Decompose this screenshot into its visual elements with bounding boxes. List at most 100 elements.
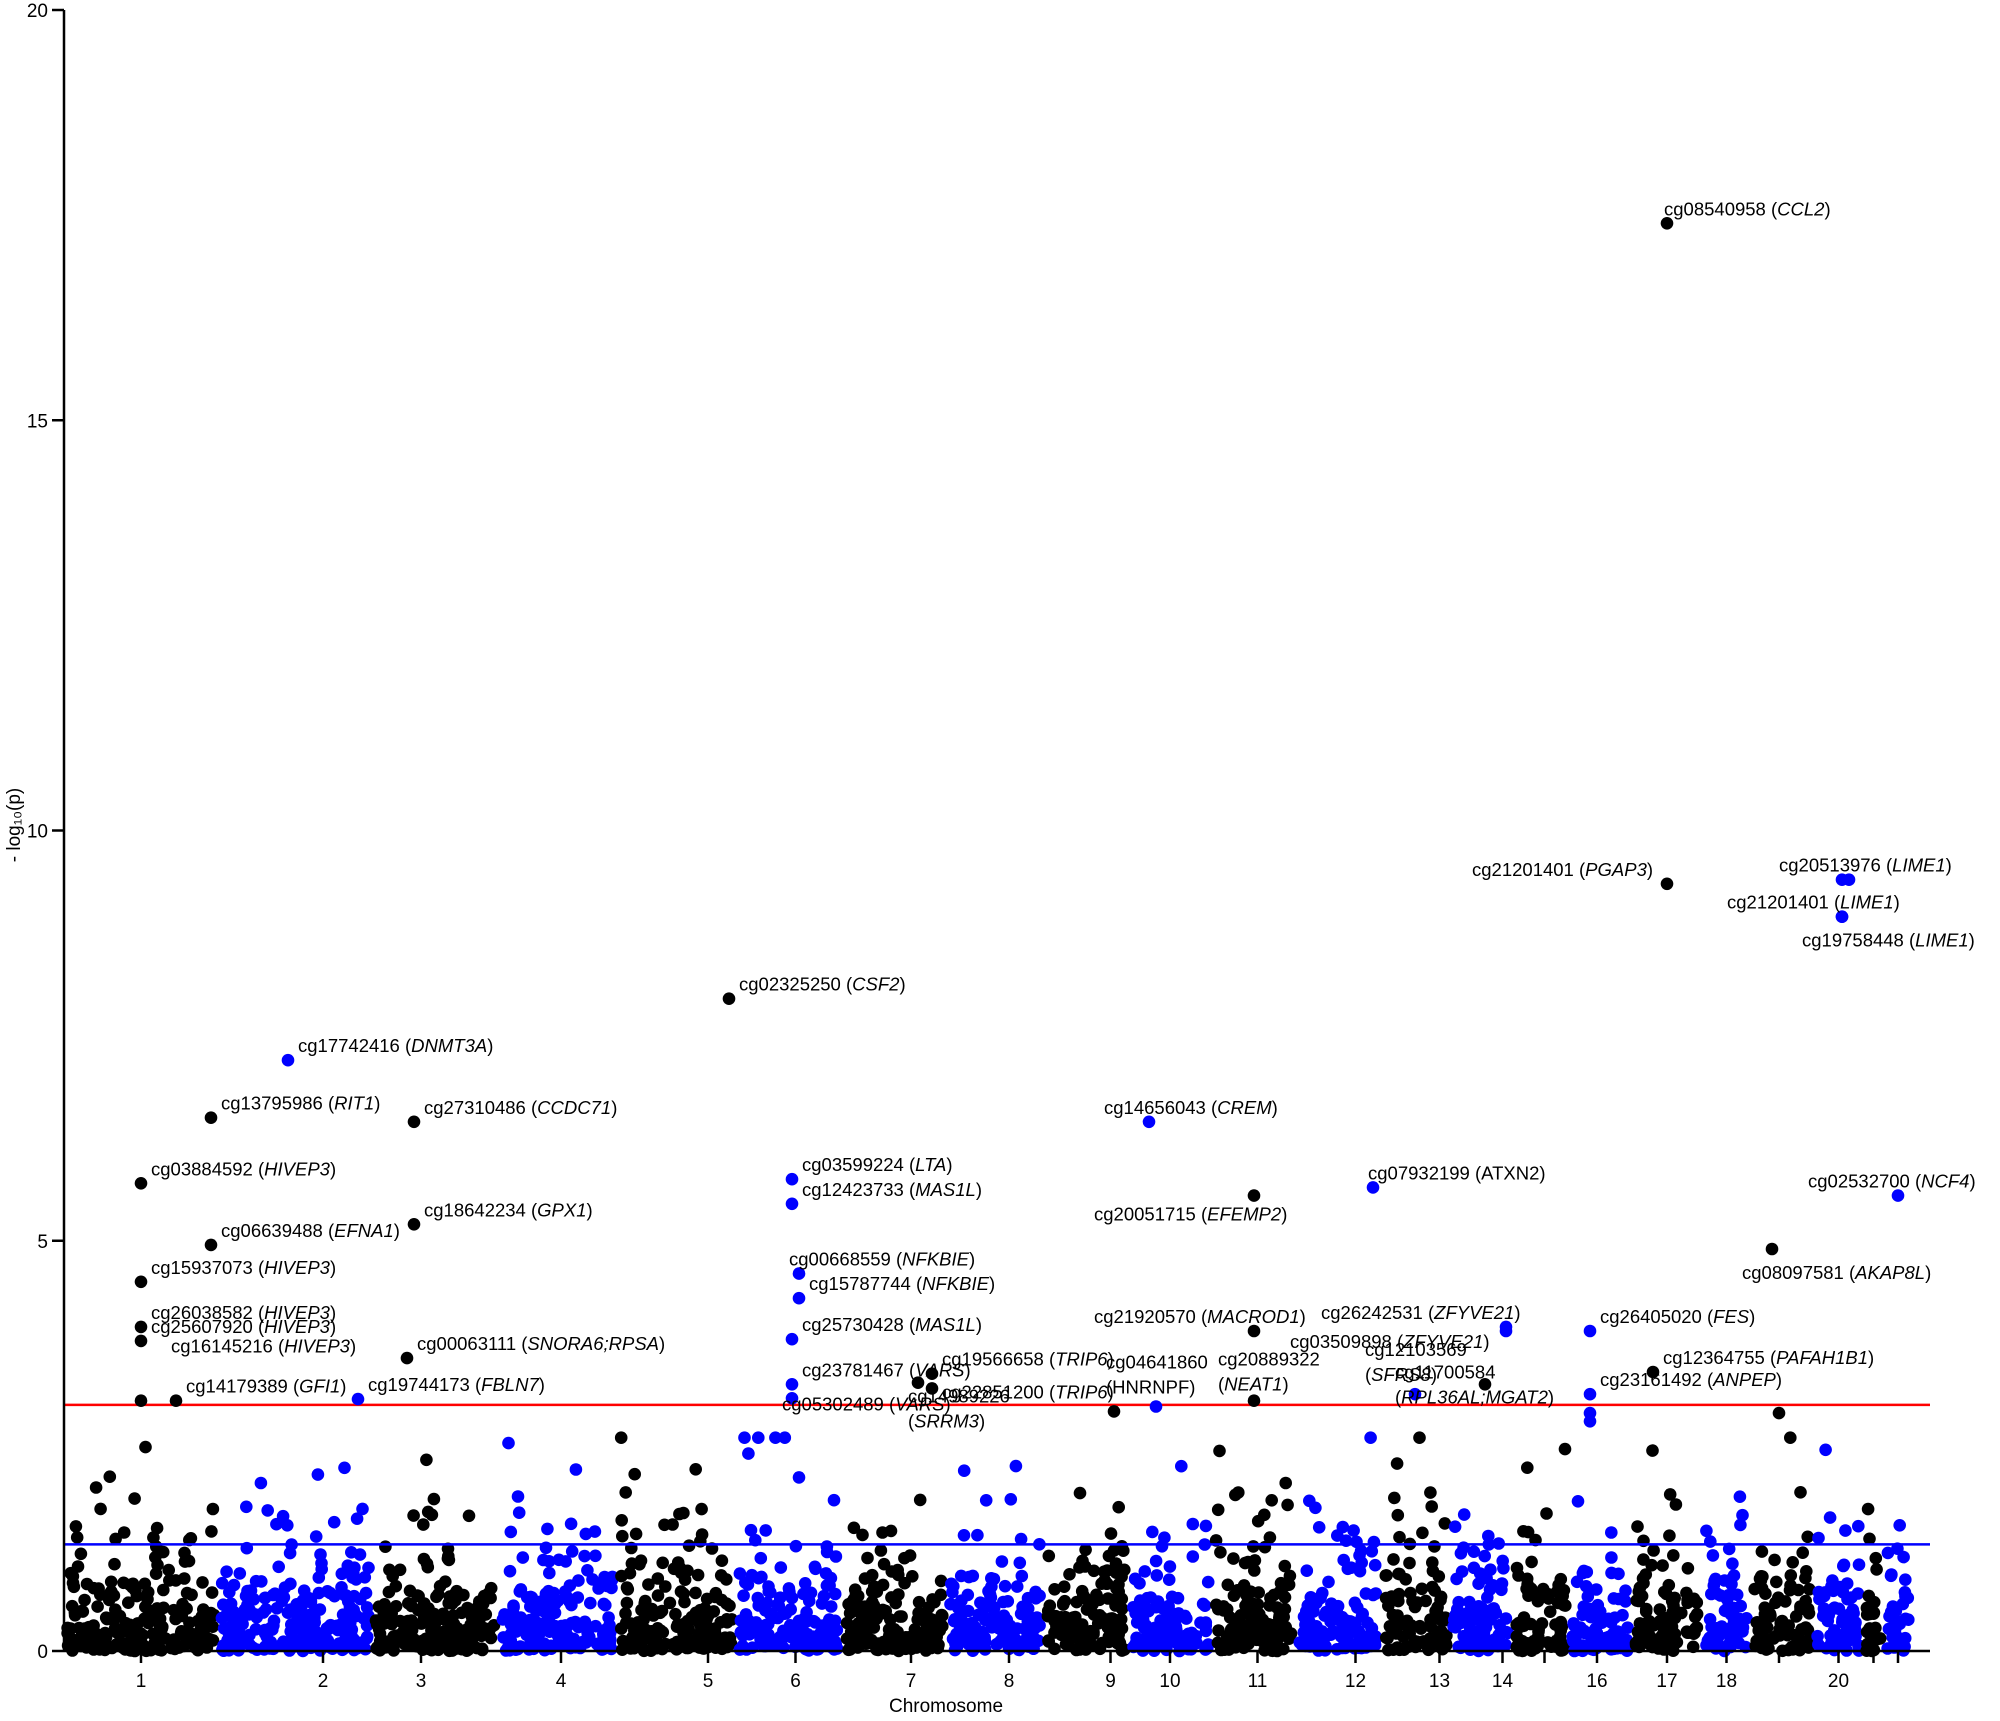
snp-point-cg27310486 bbox=[407, 1115, 421, 1129]
bg-point bbox=[197, 1603, 210, 1616]
bg-point bbox=[961, 1588, 975, 1602]
annotation-label: cg21920570 (MACROD1) bbox=[1094, 1306, 1306, 1327]
bg-point bbox=[1334, 1627, 1348, 1641]
threshold-lines bbox=[64, 1403, 1930, 1546]
bg-point bbox=[573, 1641, 587, 1655]
bg-point bbox=[450, 1584, 464, 1598]
bg-point bbox=[962, 1604, 975, 1618]
bg-point bbox=[1768, 1553, 1781, 1567]
bg-point bbox=[1803, 1583, 1816, 1596]
annotation-label: cg14656043 (CREM) bbox=[1104, 1097, 1278, 1118]
annotation-label: cg12423733 (MAS1L) bbox=[802, 1179, 982, 1200]
bg-point bbox=[708, 1590, 722, 1604]
x-tick-label: 6 bbox=[790, 1671, 801, 1692]
bg-point bbox=[1590, 1583, 1603, 1596]
bg-point bbox=[819, 1567, 833, 1580]
bg-point bbox=[565, 1545, 579, 1558]
snp-point-cg12423733 bbox=[785, 1197, 799, 1211]
bg-point bbox=[338, 1461, 351, 1475]
snp-point-cg21201401 bbox=[1660, 877, 1674, 891]
x-axis: 1 2 3 4 5 6 7 8 9 10 11 12 13 14 16 17 18 20 bbox=[64, 1649, 1930, 1692]
bg-point bbox=[1281, 1498, 1294, 1512]
bg-point bbox=[1330, 1606, 1344, 1620]
bg-point bbox=[66, 1576, 80, 1590]
bg-point bbox=[297, 1584, 311, 1597]
bg-point bbox=[656, 1556, 669, 1570]
bg-point bbox=[682, 1539, 696, 1552]
bg-point bbox=[1004, 1493, 1018, 1506]
bg-point bbox=[1210, 1598, 1223, 1612]
bg-point bbox=[543, 1615, 556, 1629]
bg-point bbox=[1027, 1642, 1040, 1655]
bg-point bbox=[934, 1574, 948, 1588]
bg-point bbox=[984, 1591, 998, 1604]
bg-point bbox=[1837, 1559, 1850, 1573]
snp-point-cg03599224 bbox=[785, 1172, 799, 1186]
bg-point bbox=[599, 1574, 612, 1588]
bg-point bbox=[70, 1531, 84, 1544]
bg-point bbox=[694, 1535, 707, 1548]
annotation-label: cg08540958 (CCL2) bbox=[1664, 198, 1831, 219]
bg-point bbox=[1700, 1524, 1713, 1538]
bg-point bbox=[402, 1597, 415, 1610]
bg-point bbox=[628, 1467, 641, 1481]
bg-point bbox=[1835, 1630, 1848, 1644]
bg-point bbox=[752, 1599, 765, 1612]
bg-point bbox=[1100, 1564, 1114, 1577]
bg-point bbox=[1667, 1594, 1680, 1608]
bg-point bbox=[863, 1621, 876, 1635]
bg-point bbox=[356, 1502, 369, 1516]
bg-point bbox=[987, 1601, 1001, 1614]
x-tick-label: 17 bbox=[1656, 1671, 1677, 1692]
bg-point bbox=[995, 1555, 1009, 1568]
bg-point bbox=[647, 1609, 660, 1622]
bg-point bbox=[997, 1621, 1011, 1635]
annotation-label: cg22851200 (TRIP6) bbox=[942, 1381, 1114, 1402]
bg-point bbox=[1278, 1591, 1292, 1604]
bg-point bbox=[420, 1453, 433, 1467]
bg-point bbox=[1621, 1621, 1634, 1634]
bg-point bbox=[87, 1581, 101, 1595]
snp-point-cg21920570 bbox=[1247, 1324, 1261, 1338]
bg-point bbox=[741, 1578, 755, 1591]
annotation-label: cg14179389 (GFI1) bbox=[186, 1376, 346, 1397]
bg-point bbox=[1138, 1565, 1152, 1578]
bg-point bbox=[1494, 1637, 1507, 1651]
bg-point bbox=[620, 1616, 633, 1629]
bg-point bbox=[421, 1560, 435, 1574]
bg-point bbox=[789, 1622, 802, 1636]
bg-point bbox=[840, 1616, 854, 1630]
bg-point bbox=[638, 1594, 652, 1608]
y-axis: 0 5 10 15 20 bbox=[27, 1, 66, 1663]
bg-point bbox=[1163, 1560, 1177, 1573]
bg-point bbox=[1812, 1638, 1825, 1651]
bg-point bbox=[1517, 1525, 1530, 1538]
bg-point bbox=[1870, 1563, 1883, 1576]
bg-point bbox=[1690, 1607, 1704, 1621]
bg-point bbox=[1155, 1540, 1169, 1553]
bg-point bbox=[259, 1603, 273, 1616]
bg-point bbox=[797, 1587, 810, 1601]
bg-point bbox=[997, 1595, 1010, 1609]
bg-point bbox=[195, 1640, 208, 1653]
snp-point-unlabeled bbox=[1772, 1406, 1786, 1420]
bg-point bbox=[1262, 1618, 1276, 1631]
highlighted-points-layer bbox=[134, 217, 1905, 1428]
bg-point bbox=[1341, 1639, 1354, 1652]
bg-point bbox=[1706, 1549, 1720, 1562]
bg-point bbox=[651, 1572, 665, 1585]
bg-point bbox=[241, 1584, 254, 1598]
bg-point bbox=[1540, 1507, 1553, 1520]
bg-point bbox=[861, 1551, 874, 1565]
bg-point bbox=[462, 1509, 476, 1523]
bg-point bbox=[370, 1642, 384, 1655]
bg-point bbox=[543, 1566, 556, 1580]
bg-point bbox=[1102, 1635, 1116, 1649]
bg-point bbox=[267, 1614, 281, 1628]
bg-point bbox=[1567, 1617, 1580, 1630]
annotation-label: cg25607920 (HIVEP3) bbox=[151, 1316, 336, 1337]
bg-point bbox=[769, 1431, 782, 1444]
bg-point bbox=[1087, 1564, 1101, 1578]
bg-point bbox=[742, 1447, 755, 1460]
bg-point bbox=[341, 1559, 355, 1572]
